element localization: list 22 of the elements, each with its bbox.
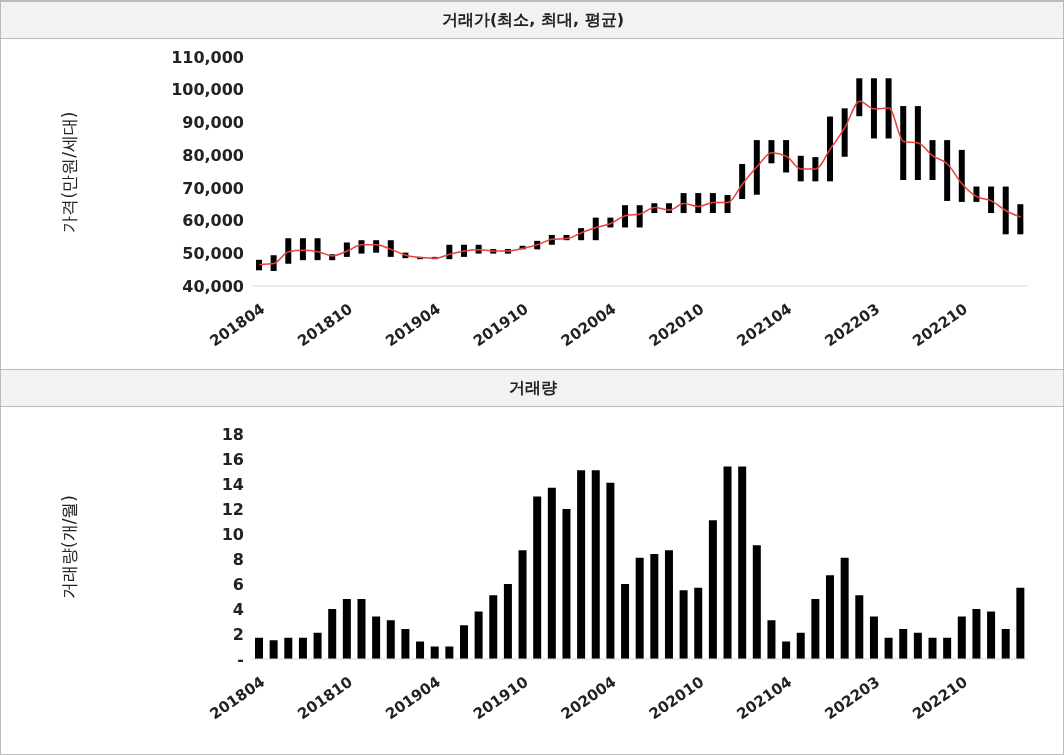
y-tick-label: 100,000 <box>171 80 244 100</box>
y-tick-label: 2 <box>232 624 244 644</box>
y-axis-title: 거래량(개/월) <box>57 494 80 599</box>
y-tick-label: 4 <box>232 599 244 619</box>
chart-title: 거래량 <box>1 369 1064 407</box>
chart-title: 거래가(최소, 최대, 평균) <box>1 1 1064 39</box>
y-tick-label: 10 <box>221 524 244 544</box>
y-tick-label: 6 <box>232 574 244 594</box>
y-tick-label: 70,000 <box>182 178 244 198</box>
y-tick-label: 14 <box>221 474 244 494</box>
y-tick-label: 8 <box>232 549 244 569</box>
y-tick-label: 18 <box>221 424 244 444</box>
y-tick-label: 12 <box>221 499 244 519</box>
y-tick-label: 40,000 <box>182 276 244 296</box>
y-tick-label: 60,000 <box>182 211 244 231</box>
y-tick-label: 16 <box>221 449 244 469</box>
y-tick-label: 110,000 <box>171 47 244 67</box>
y-tick-label: - <box>237 649 244 669</box>
y-tick-label: 90,000 <box>182 113 244 133</box>
y-tick-label: 50,000 <box>182 243 244 263</box>
y-tick-label: 80,000 <box>182 145 244 165</box>
y-axis-title: 가격(만원/세대) <box>57 111 80 232</box>
